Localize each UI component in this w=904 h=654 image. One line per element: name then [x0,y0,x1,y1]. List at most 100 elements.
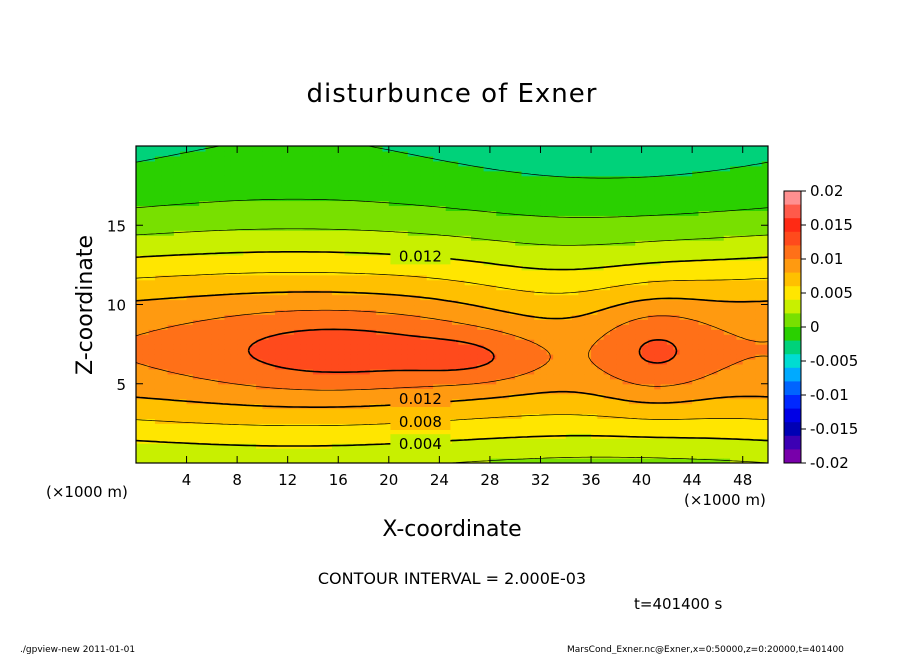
contour-cell [142,349,150,355]
contour-cell [540,240,548,246]
contour-cell [331,304,339,311]
contour-cell [546,319,554,325]
contour-cell [439,274,447,281]
contour-cell [610,200,617,207]
contour-cell [502,284,510,291]
contour-cell [312,185,320,192]
contour-cell [350,274,358,281]
contour-cell [312,423,320,429]
contour-cell [414,205,421,211]
contour-cell [502,225,510,231]
contour-cell [180,324,188,330]
contour-cell [603,413,611,420]
contour-cell [369,205,377,211]
contour-cell [256,279,263,286]
contour-cell [369,175,377,182]
contour-cell [344,299,352,306]
contour-cell [622,220,630,226]
contour-cell [319,175,327,182]
contour-cell [572,160,579,167]
contour-cell [173,453,181,459]
contour-cell [281,264,289,271]
contour-cell [325,428,333,434]
contour-cell [376,279,384,286]
contour-cell [534,344,542,350]
contour-cell [357,220,365,226]
contour-cell [363,185,371,192]
contour-cell [546,418,554,424]
contour-cell [553,165,561,172]
contour-cell [527,453,535,459]
contour-cell [527,220,535,226]
contour-cell [470,339,478,345]
contour-cell [369,398,377,405]
contour-cell [205,329,213,335]
contour-cell [458,418,466,424]
contour-cell [395,155,403,162]
contour-cell [268,205,276,211]
contour-cell [275,160,282,167]
contour-cell [211,423,219,429]
contour-cell [452,393,459,400]
contour-cell [173,170,181,177]
contour-cell [515,215,523,221]
contour-cell [136,319,143,325]
contour-cell [395,150,403,157]
contour-cell [186,368,194,375]
contour-cell [281,413,289,420]
contour-cell [452,289,459,296]
contour-cell [211,146,219,152]
contour-cell [489,190,497,197]
contour-cell [515,408,523,415]
contour-cell [445,195,453,202]
contour-cell [262,408,270,415]
contour-cell [350,334,358,340]
contour-cell [414,378,421,385]
contour-cell [540,324,548,330]
contour-cell [565,319,573,325]
contour-cell [167,269,175,276]
contour-cell [243,433,251,439]
contour-cell [148,423,156,429]
contour-cell [331,195,339,202]
contour-cell [211,254,219,261]
contour-cell [338,175,346,182]
contour-cell [173,393,181,400]
contour-cell [224,155,232,162]
contour-cell [205,363,213,370]
contour-cell [439,383,447,390]
contour-cell [275,334,282,340]
contour-cell [369,413,377,420]
contour-cell [142,339,150,345]
contour-cell [161,165,169,172]
contour-cell [350,378,358,385]
contour-cell [186,250,194,256]
contour-cell [306,358,314,365]
contour-cell [363,146,371,152]
contour-cell [470,215,478,221]
contour-cell [559,289,567,296]
contour-cell [338,235,346,241]
contour-cell [148,458,156,463]
contour-cell [376,185,384,192]
contour-cell [249,259,257,266]
contour-cell [319,344,327,350]
contour-cell [534,284,542,291]
contour-cell [470,155,478,162]
contour-cell [591,279,598,286]
contour-cell [508,458,516,463]
contour-cell [407,363,415,370]
contour-cell [502,175,510,182]
contour-cell [281,225,289,231]
contour-cell [439,264,447,271]
contour-cell [262,245,270,251]
contour-cell [565,408,573,415]
contour-cell [357,388,365,395]
contour-cell [515,165,523,172]
contour-cell [584,408,592,415]
contour-cell [275,319,282,325]
contour-cell [338,324,346,330]
contour-cell [205,383,213,390]
contour-cell [211,155,219,162]
contour-cell [502,334,510,340]
